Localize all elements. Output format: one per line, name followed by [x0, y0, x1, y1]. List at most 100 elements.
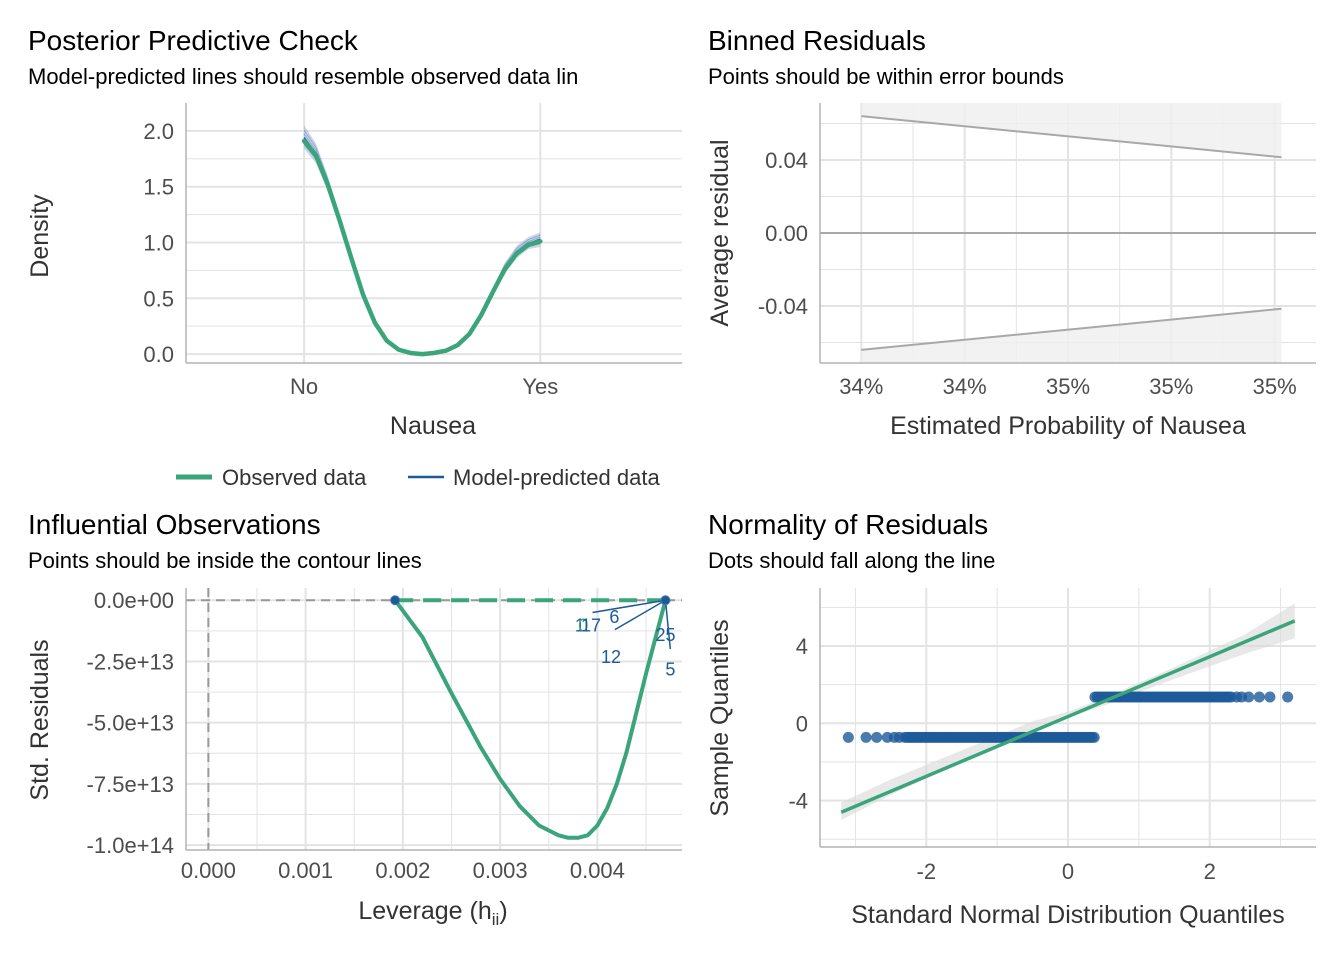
qq-fit-line — [840, 619, 1296, 814]
binned-upper-shade — [861, 103, 1282, 158]
influential-x-tick-label: 0.000 — [181, 858, 236, 883]
qq-points — [842, 691, 1294, 743]
binned-x-tick-label: 34% — [839, 374, 883, 399]
ppc-predicted-draw — [303, 143, 541, 355]
influential-x-tick-label: 0.004 — [570, 858, 625, 883]
qq-point — [842, 731, 854, 743]
ppc-subtitle: Model-predicted lines should resemble ob… — [28, 64, 578, 89]
binned-axes — [819, 103, 1316, 364]
binned-x-tick-label: 35% — [1149, 374, 1193, 399]
qq-point — [860, 731, 872, 743]
qq-point — [871, 731, 883, 743]
qq-y-axis-label: Sample Quantiles — [706, 619, 734, 816]
influential-point-label: 0 — [578, 615, 588, 635]
ppc-y-tick-label: 1.5 — [143, 175, 174, 200]
panel-influential: Influential Observations Points should b… — [26, 509, 682, 929]
binned-error-bounds — [820, 103, 1316, 363]
influential-point — [390, 595, 401, 606]
ppc-series-lines — [301, 137, 543, 357]
influential-point-label: 17 — [581, 615, 601, 635]
ppc-x-axis-label: Nausea — [390, 412, 476, 440]
influential-point-label: 25 — [655, 625, 675, 645]
binned-y-tick-labels: -0.04 0.00 0.04 — [758, 148, 808, 319]
ppc-gridlines — [186, 103, 682, 363]
ppc-predicted-line — [303, 137, 541, 355]
influential-label-connector — [614, 599, 666, 631]
ppc-y-tick-label: 1.0 — [143, 230, 174, 255]
leverage-label-close: ) — [499, 897, 507, 925]
qq-x-tick-label: 0 — [1062, 859, 1074, 884]
qq-y-tick-label: 0 — [796, 711, 808, 736]
binned-y-tick-label: -0.04 — [758, 294, 808, 319]
ppc-y-tick-label: 2.0 — [143, 119, 174, 144]
ppc-x-tick-label: Yes — [522, 374, 558, 399]
influential-y-tick-label: -1.0e+14 — [87, 833, 174, 858]
ppc-predicted-draw — [303, 140, 541, 355]
ppc-x-tick-labels: No Yes — [290, 374, 558, 399]
influential-label-connector — [664, 600, 672, 650]
binned-y-tick-label: 0.04 — [765, 148, 808, 173]
qq-x-tick-labels: -2 0 2 — [917, 859, 1216, 884]
influential-y-tick-label: -5.0e+13 — [87, 711, 174, 736]
qq-x-tick-label: 2 — [1204, 859, 1216, 884]
qq-point — [1264, 691, 1276, 703]
influential-x-tick-label: 0.003 — [473, 858, 528, 883]
influential-y-tick-label: 0.0e+00 — [94, 588, 174, 613]
qq-y-tick-label: 4 — [796, 634, 808, 659]
binned-title: Binned Residuals — [708, 25, 926, 56]
binned-x-tick-label: 35% — [1253, 374, 1297, 399]
ppc-axes — [185, 103, 682, 364]
panel-ppc: Posterior Predictive Check Model-predict… — [26, 25, 682, 490]
qq-subtitle: Dots should fall along the line — [708, 548, 995, 573]
influential-x-tick-label: 0.002 — [375, 858, 430, 883]
influential-point-label: 12 — [601, 647, 621, 667]
binned-y-tick-label: 0.00 — [765, 221, 808, 246]
ppc-y-tick-label: 0.0 — [143, 342, 174, 367]
influential-y-tick-label: -7.5e+13 — [87, 772, 174, 797]
influential-point-label: 5 — [665, 659, 675, 679]
binned-x-tick-label: 35% — [1046, 374, 1090, 399]
qq-y-tick-label: -4 — [788, 789, 808, 814]
influential-axes — [185, 588, 682, 851]
ppc-observed-line — [301, 138, 543, 357]
legend-predicted-label: Model-predicted data — [453, 465, 660, 490]
qq-title: Normality of Residuals — [708, 509, 988, 540]
qq-point — [1253, 691, 1265, 703]
ppc-y-tick-labels: 0.0 0.5 1.0 1.5 2.0 — [143, 119, 174, 367]
qq-ribbon-area — [841, 603, 1295, 820]
qq-point — [1243, 691, 1255, 703]
influential-x-tick-label: 0.001 — [278, 858, 333, 883]
qq-point — [1088, 731, 1100, 743]
influential-point-label: 6 — [609, 607, 619, 627]
ppc-y-tick-label: 0.5 — [143, 286, 174, 311]
influential-x-axis-label: Leverage (hii) — [358, 897, 507, 929]
ppc-x-tick-label: No — [290, 374, 318, 399]
qq-x-tick-label: -2 — [917, 859, 937, 884]
legend-clip: Model-predicted data — [453, 465, 660, 490]
qq-point — [1225, 691, 1237, 703]
qq-x-axis-label: Standard Normal Distribution Quantiles — [851, 901, 1285, 929]
binned-lower-bound — [861, 307, 1282, 351]
influential-point — [660, 595, 671, 606]
panel-normality: Normality of Residuals Dots should fall … — [706, 509, 1316, 929]
influential-x-tick-labels: 0.000 0.001 0.002 0.003 0.004 — [181, 858, 625, 883]
qq-point — [1282, 691, 1294, 703]
influential-point-label: 1 — [575, 615, 585, 635]
influential-label-connector — [592, 599, 666, 614]
qq-axes — [819, 588, 1316, 848]
ppc-predicted-draw — [303, 133, 541, 355]
ppc-predicted-band-area — [304, 125, 541, 355]
qq-y-tick-labels: -4 0 4 — [788, 634, 808, 814]
ppc-predicted-band — [303, 125, 541, 355]
influential-contour-line — [393, 599, 668, 840]
qq-confidence-ribbon — [841, 603, 1295, 820]
binned-upper-bound — [861, 115, 1282, 159]
binned-x-tick-label: 34% — [943, 374, 987, 399]
qq-fit-line-path — [840, 619, 1296, 814]
legend-observed-label: Observed data — [222, 465, 367, 490]
binned-y-axis-label: Average residual — [706, 139, 734, 326]
influential-y-axis-label: Std. Residuals — [26, 639, 54, 800]
binned-subtitle: Points should be within error bounds — [708, 64, 1064, 89]
panel-binned-residuals: Binned Residuals Points should be within… — [706, 25, 1316, 440]
ppc-y-axis-label: Density — [26, 194, 54, 278]
